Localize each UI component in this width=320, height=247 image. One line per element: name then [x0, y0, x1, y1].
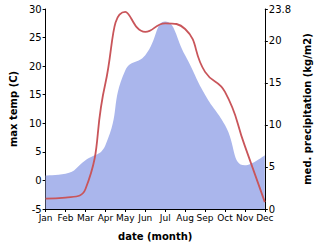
svg-text:15: 15: [269, 77, 282, 88]
svg-text:Jul: Jul: [159, 213, 171, 223]
svg-text:Mar: Mar: [77, 213, 94, 223]
svg-text:Feb: Feb: [58, 213, 74, 223]
svg-text:0: 0: [35, 175, 41, 186]
svg-text:23.8: 23.8: [269, 4, 291, 15]
svg-text:Jun: Jun: [137, 213, 152, 223]
svg-text:Oct: Oct: [217, 213, 233, 223]
svg-text:30: 30: [29, 4, 42, 15]
svg-text:Dec: Dec: [256, 213, 273, 223]
svg-text:15: 15: [29, 89, 42, 100]
svg-text:Jan: Jan: [38, 213, 53, 223]
svg-text:Aug: Aug: [176, 213, 194, 223]
svg-text:date (month): date (month): [118, 231, 192, 242]
svg-text:5: 5: [35, 146, 41, 157]
svg-text:25: 25: [29, 32, 42, 43]
svg-text:Sep: Sep: [197, 213, 214, 223]
svg-text:Apr: Apr: [98, 213, 114, 223]
svg-text:10: 10: [29, 118, 42, 129]
svg-text:-5: -5: [31, 203, 42, 215]
svg-text:5: 5: [269, 161, 275, 172]
svg-text:max temp (C): max temp (C): [8, 71, 19, 147]
svg-text:med. precipitation (kg/m2): med. precipitation (kg/m2): [302, 33, 313, 185]
svg-text:20: 20: [29, 61, 42, 72]
svg-text:20: 20: [269, 35, 282, 46]
svg-text:Nov: Nov: [236, 213, 254, 223]
svg-text:10: 10: [269, 119, 282, 130]
svg-text:0: 0: [268, 203, 276, 215]
svg-text:May: May: [116, 213, 135, 223]
